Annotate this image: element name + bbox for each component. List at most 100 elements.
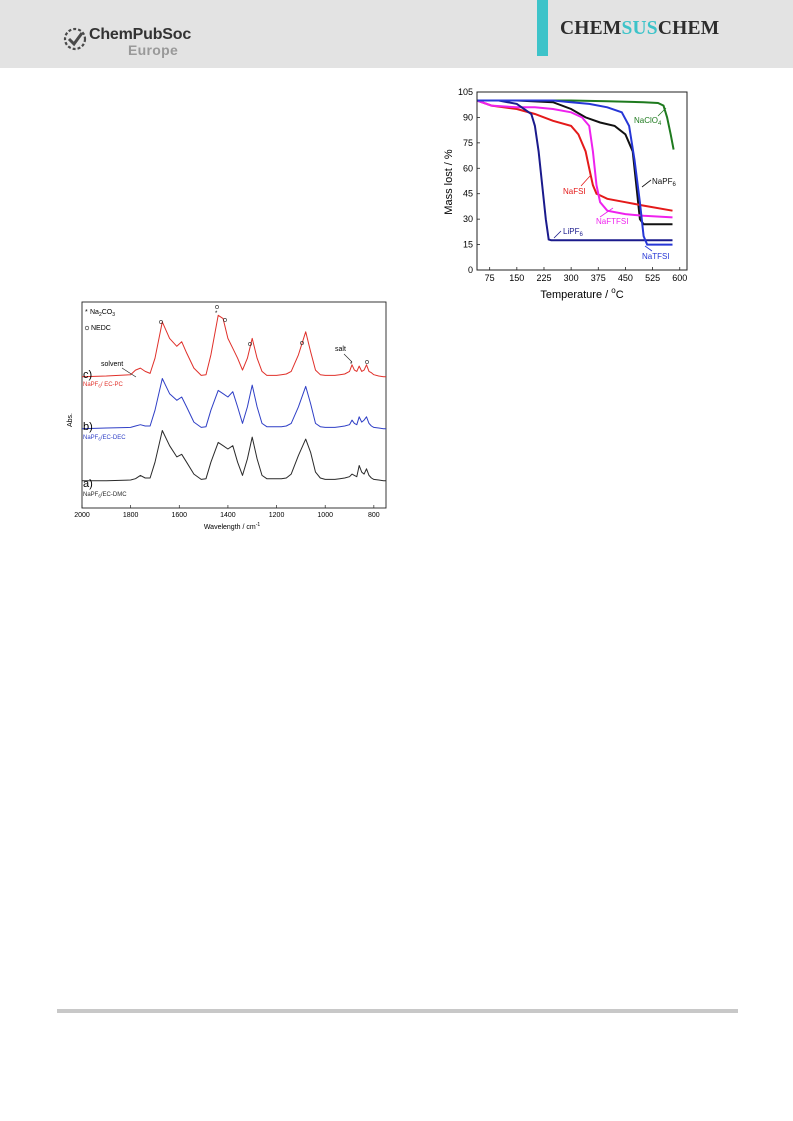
label-napf6-sub: 6 xyxy=(672,182,676,188)
legend-na2co3-a: Na xyxy=(90,309,99,316)
ir-xlabel: Wavelength / cm-1 xyxy=(204,522,261,531)
tga-x-tick-label: 600 xyxy=(672,273,687,283)
ir-series-line xyxy=(81,378,386,430)
tga-y-tick-label: 30 xyxy=(463,214,473,224)
tga-series-line xyxy=(476,99,673,212)
journal-title[interactable]: CHEMSUSCHEM xyxy=(560,18,719,40)
annotation-salt: salt xyxy=(335,346,346,353)
page-header: ChemPubSoc Europe CHEMSUSCHEM xyxy=(0,0,793,68)
panel-c-label: NaPF6/ EC-PC xyxy=(83,382,124,389)
arrow-naclo4 xyxy=(657,107,667,117)
ir-xlabel-sup: -1 xyxy=(256,522,261,528)
journal-title-mid: SUS xyxy=(621,18,658,39)
panel-b-label-main: NaPF xyxy=(83,435,99,441)
tga-x-tick-label: 300 xyxy=(564,273,579,283)
legend-circle-marker xyxy=(84,325,90,331)
legend-na2co3-sub2: 3 xyxy=(112,312,115,318)
label-naftfsi: NaFTFSI xyxy=(596,217,628,226)
panel-a-label-sub: 6 xyxy=(98,494,101,499)
tga-y-tick-label: 60 xyxy=(463,163,473,173)
ir-series-line xyxy=(81,314,386,378)
legend-na2co3: Na2CO3 xyxy=(90,309,115,318)
journal-title-right: CHEM xyxy=(657,18,720,39)
peak-marker-na2co3: * xyxy=(215,311,218,317)
tga-x-ticks: 75 150 225 300 375 450 525 600 xyxy=(485,267,687,283)
tga-y-tick-label: 15 xyxy=(463,240,473,250)
panel-b-label: NaPF6/EC-DEC xyxy=(83,435,126,442)
tga-x-tick-label: 525 xyxy=(645,273,660,283)
label-naclo4: NaClO4 xyxy=(634,116,662,127)
tga-series-line xyxy=(477,99,673,246)
legend-nedc: NEDC xyxy=(91,325,111,332)
ir-x-tick-label: 800 xyxy=(368,512,380,519)
tga-x-tick-label: 450 xyxy=(618,273,633,283)
peak-marker-nedc xyxy=(159,320,163,324)
publisher-logo[interactable]: ChemPubSoc Europe xyxy=(62,26,202,60)
panel-a-label-tail: /EC-DMC xyxy=(101,492,127,498)
panel-b-label-sub: 6 xyxy=(98,437,101,442)
arrow-natfsi xyxy=(644,245,653,252)
annotation-solvent: solvent xyxy=(101,361,123,368)
panel-c-label-tail: / EC-PC xyxy=(101,382,124,388)
label-lipf6: LiPF6 xyxy=(563,227,583,238)
panel-b-label-tail: /EC-DEC xyxy=(101,435,126,441)
logo-subtitle: Europe xyxy=(128,42,179,58)
label-napf6: NaPF6 xyxy=(652,177,676,188)
label-nafsi: NaFSI xyxy=(563,187,586,196)
tga-figure: 0 15 30 45 60 75 90 105 75 150 225 300 375 450 525 600… xyxy=(430,82,696,302)
panel-b-letter: b) xyxy=(83,421,93,433)
tga-y-tick-label: 75 xyxy=(463,138,473,148)
logo-title: ChemPubSoc xyxy=(89,26,192,43)
ir-series-line xyxy=(82,430,386,482)
legend-na2co3-sub: 2 xyxy=(99,312,102,318)
panel-c-label-main: NaPF xyxy=(83,382,99,388)
tga-x-tick-label: 150 xyxy=(509,273,524,283)
tga-y-ticks: 0 15 30 45 60 75 90 105 xyxy=(458,87,480,275)
arrow-nafsi xyxy=(580,175,591,187)
legend-star-marker: * xyxy=(85,309,88,316)
tga-ylabel: Mass lost / % xyxy=(443,149,455,215)
peak-marker-nedc xyxy=(215,305,219,309)
arrow-napf6 xyxy=(641,179,652,188)
tga-y-tick-label: 105 xyxy=(458,87,473,97)
peak-marker-nedc xyxy=(300,341,304,345)
tga-series-line xyxy=(477,99,673,242)
tga-y-tick-label: 0 xyxy=(468,265,473,275)
arrow-salt xyxy=(343,353,353,363)
arrow-solvent xyxy=(121,367,137,378)
label-naclo4-main: NaClO xyxy=(634,116,658,125)
tga-axes-frame xyxy=(476,91,688,271)
tga-x-tick-label: 225 xyxy=(536,273,551,283)
panel-c-letter: c) xyxy=(83,369,92,381)
chempubsoc-logo-icon xyxy=(63,27,87,51)
tga-y-tick-label: 90 xyxy=(463,112,473,122)
panel-c-label-sub: 6 xyxy=(98,384,101,389)
arrow-naftfsi xyxy=(599,207,614,218)
peak-markers: * * xyxy=(159,305,369,368)
footer-divider xyxy=(57,1009,738,1013)
panel-a-label-main: NaPF xyxy=(83,492,99,498)
ir-x-tick-label: 1400 xyxy=(220,512,236,519)
ir-x-tick-label: 1000 xyxy=(317,512,333,519)
ir-plot-area xyxy=(81,314,386,482)
label-natfsi: NaTFSI xyxy=(642,252,670,261)
ir-x-tick-label: 2000 xyxy=(74,512,90,519)
tga-x-tick-label: 75 xyxy=(485,273,495,283)
peak-marker-nedc xyxy=(365,360,369,364)
panel-a-label: NaPF6/EC-DMC xyxy=(83,492,127,499)
tga-y-tick-label: 45 xyxy=(463,189,473,199)
ir-ylabel: Abs. xyxy=(67,413,74,427)
ir-x-tick-label: 1600 xyxy=(171,512,187,519)
ir-x-tick-label: 1800 xyxy=(123,512,139,519)
ir-axes-frame xyxy=(81,301,387,509)
tga-xlabel-sup: o xyxy=(611,286,616,295)
tga-x-tick-label: 375 xyxy=(591,273,606,283)
tga-plot-area xyxy=(476,99,675,246)
arrow-lipf6 xyxy=(553,230,562,239)
tga-xlabel-tail: C xyxy=(616,289,624,301)
label-napf6-main: NaPF xyxy=(652,177,673,186)
ir-xlabel-main: Wavelength / cm xyxy=(204,524,256,531)
peak-marker-nedc xyxy=(223,318,227,322)
legend-na2co3-b: CO xyxy=(102,309,113,316)
ir-x-tick-label: 1200 xyxy=(269,512,285,519)
